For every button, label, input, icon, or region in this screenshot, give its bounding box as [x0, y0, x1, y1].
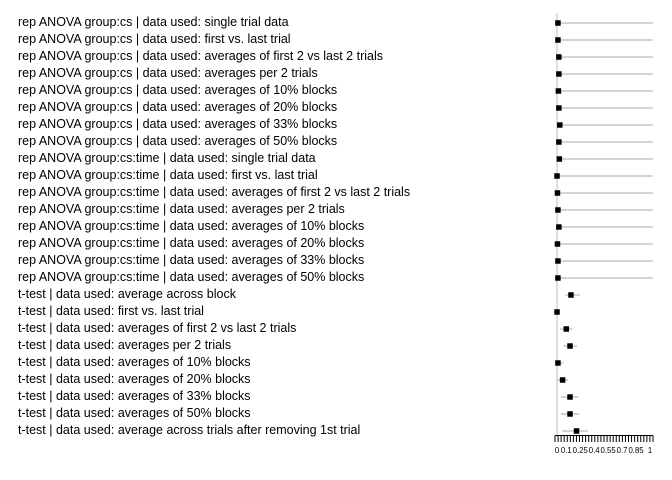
- point-marker: [567, 394, 573, 400]
- row-label: t-test | data used: averages of 20% bloc…: [18, 372, 251, 386]
- row-label: rep ANOVA group:cs | data used: single t…: [18, 15, 289, 29]
- row-label: t-test | data used: averages of 50% bloc…: [18, 406, 251, 420]
- row-label: rep ANOVA group:cs | data used: averages…: [18, 66, 318, 80]
- row-label: rep ANOVA group:cs | data used: averages…: [18, 117, 338, 131]
- row-label: rep ANOVA group:cs:time | data used: fir…: [18, 168, 318, 182]
- point-marker: [559, 377, 566, 383]
- point-marker: [556, 139, 562, 145]
- point-marker: [554, 173, 560, 179]
- row-label-column: rep ANOVA group:cs | data used: single t…: [18, 14, 410, 439]
- x-axis-tick-label: 0.7: [617, 446, 628, 455]
- row-label: rep ANOVA group:cs:time | data used: ave…: [18, 236, 365, 250]
- point-marker: [557, 122, 563, 128]
- row-label: t-test | data used: averages per 2 trial…: [18, 338, 232, 352]
- row-label: rep ANOVA group:cs:time | data used: ave…: [18, 270, 365, 284]
- point-marker: [567, 343, 573, 349]
- row-label: rep ANOVA group:cs:time | data used: ave…: [18, 253, 365, 267]
- row-label: rep ANOVA group:cs | data used: averages…: [18, 134, 338, 148]
- point-marker: [573, 428, 580, 434]
- row-label: t-test | data used: averages of 10% bloc…: [18, 355, 251, 369]
- point-marker: [554, 241, 561, 247]
- point-marker: [554, 309, 560, 315]
- point-marker: [563, 326, 570, 332]
- x-axis-tick-label: 0.4: [589, 446, 601, 455]
- row-label: t-test | data used: average across trial…: [18, 423, 361, 437]
- row-label: rep ANOVA group:cs | data used: averages…: [18, 49, 383, 63]
- row-label: rep ANOVA group:cs:time | data used: ave…: [18, 202, 345, 216]
- point-marker: [555, 360, 561, 366]
- point-marker: [556, 54, 562, 60]
- x-axis-tick-label: 0.85: [628, 446, 644, 455]
- x-axis-tick-label: 0.55: [601, 446, 617, 455]
- point-marker: [556, 224, 562, 230]
- row-label: t-test | data used: averages of first 2 …: [18, 321, 297, 335]
- point-marker: [556, 105, 562, 111]
- row-label: t-test | data used: averages of 33% bloc…: [18, 389, 251, 403]
- row-label: rep ANOVA group:cs:time | data used: ave…: [18, 219, 365, 233]
- row-label: rep ANOVA group:cs:time | data used: sin…: [18, 151, 316, 165]
- point-marker: [555, 207, 561, 213]
- row-label: rep ANOVA group:cs | data used: averages…: [18, 100, 338, 114]
- row-label: rep ANOVA group:cs:time | data used: ave…: [18, 185, 411, 199]
- x-axis-tick-label: 1: [648, 446, 652, 455]
- point-marker: [556, 71, 562, 77]
- point-marker: [555, 275, 561, 281]
- x-axis-tick-label: 0.25: [573, 446, 589, 455]
- row-label: t-test | data used: first vs. last trial: [18, 304, 204, 318]
- point-marker: [555, 37, 561, 43]
- row-label: rep ANOVA group:cs | data used: first vs…: [18, 32, 291, 46]
- point-marker: [555, 20, 561, 26]
- x-axis-tick-label: 0.1: [561, 446, 572, 455]
- point-marker: [555, 88, 562, 94]
- row-label: rep ANOVA group:cs | data used: averages…: [18, 83, 338, 97]
- row-label: t-test | data used: average across block: [18, 287, 236, 301]
- point-marker: [568, 292, 574, 298]
- point-marker: [567, 411, 573, 417]
- x-axis-tick-label: 0: [555, 446, 560, 455]
- point-marker: [555, 258, 561, 264]
- point-marker: [556, 156, 563, 162]
- point-marker: [554, 190, 561, 196]
